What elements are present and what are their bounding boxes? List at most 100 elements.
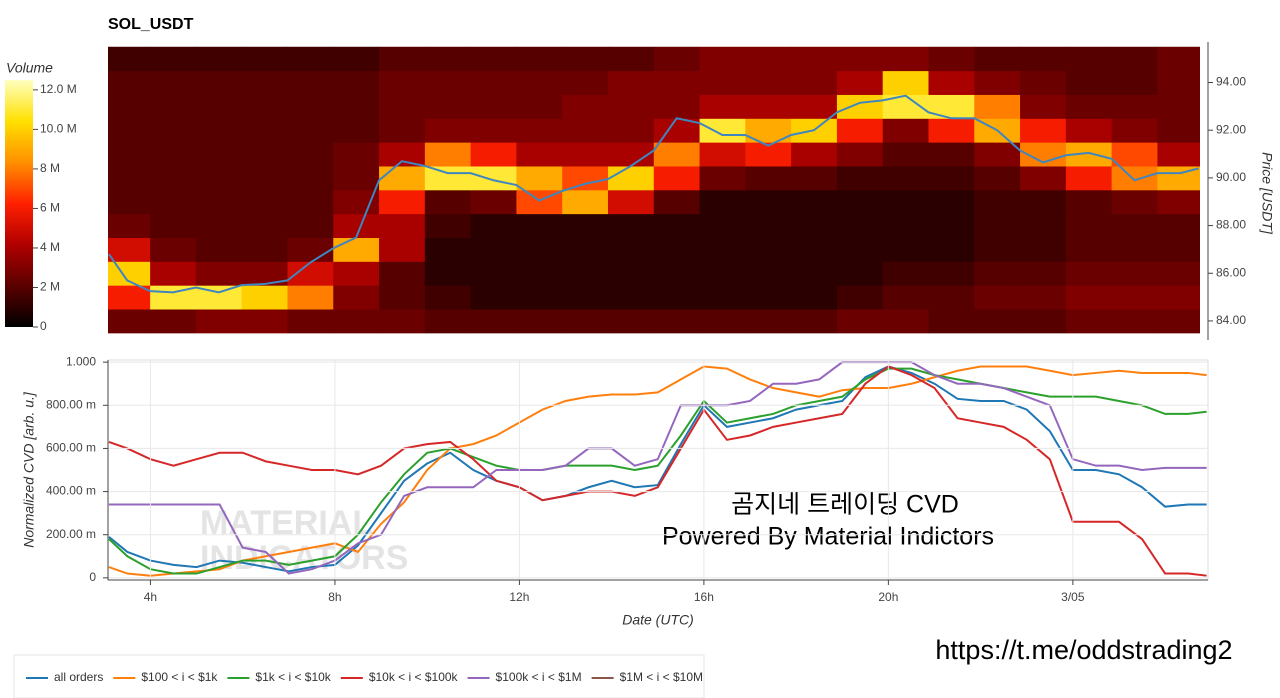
heat-cell: [836, 94, 884, 119]
heat-cell: [928, 285, 975, 310]
heat-cell: [108, 285, 151, 310]
heat-cell: [699, 261, 746, 286]
heat-cell: [745, 285, 792, 310]
heat-cell: [562, 118, 609, 143]
heat-cell: [470, 46, 517, 72]
series-line: [108, 365, 1207, 577]
heat-cell: [108, 213, 151, 238]
heat-cell: [791, 46, 838, 72]
series-line: [108, 367, 1207, 575]
chart-title: SOL_USDT: [108, 16, 194, 33]
heat-cell: [653, 189, 701, 215]
y2-tick-label: 84.00: [1216, 313, 1246, 327]
heat-cell: [1157, 285, 1200, 310]
heat-cell: [287, 46, 334, 72]
x-tick-label: 20h: [878, 590, 898, 604]
colorbar-tick-label: 0: [40, 319, 47, 333]
heat-cell: [150, 213, 197, 238]
heat-cell: [745, 213, 792, 238]
heat-cell: [379, 285, 426, 310]
heat-cell: [607, 189, 655, 215]
heat-cell: [333, 70, 380, 95]
heat-cell: [562, 142, 609, 167]
x-tick-label: 3/05: [1061, 590, 1085, 604]
heat-cell: [424, 142, 472, 167]
heat-cell: [928, 46, 975, 72]
heat-cell: [1111, 94, 1158, 119]
heat-cell: [195, 94, 243, 119]
heat-cell: [791, 261, 838, 286]
heat-cell: [287, 142, 334, 167]
heat-cell: [108, 237, 151, 262]
heat-cell: [791, 309, 838, 334]
heat-cell: [1065, 261, 1113, 286]
heat-cell: [379, 94, 426, 119]
x-tick-label: 12h: [509, 590, 529, 604]
legend-label: $100k < i < $1M: [496, 670, 582, 684]
x-tick-label: 8h: [328, 590, 341, 604]
footer-link[interactable]: https://t.me/oddstrading2: [935, 635, 1232, 665]
heat-cell: [195, 237, 243, 262]
lines: [108, 361, 1207, 577]
heat-cell: [836, 46, 884, 72]
heat-cell: [333, 46, 380, 72]
y2-tick-label: 90.00: [1216, 170, 1246, 184]
heat-cell: [699, 213, 746, 238]
series-line: [108, 361, 1207, 575]
heat-cell: [1157, 189, 1200, 215]
heat-cell: [108, 46, 151, 72]
heat-cell: [333, 285, 380, 310]
heat-cell: [836, 165, 884, 191]
heat-cell: [424, 118, 472, 143]
heat-cell: [745, 46, 792, 72]
heat-cell: [1065, 94, 1113, 119]
annotation: 곰지네 트레이딩 CVD: [731, 491, 959, 519]
heat-cell: [195, 118, 243, 143]
heat-cell: [745, 70, 792, 95]
heat-cell: [974, 189, 1021, 215]
heat-cell: [928, 189, 975, 215]
heat-cell: [424, 70, 472, 95]
heat-cell: [379, 118, 426, 143]
heat-cell: [379, 189, 426, 215]
heat-cell: [1111, 118, 1158, 143]
heat-cell: [1065, 70, 1113, 95]
heat-cell: [424, 309, 472, 334]
heat-cell: [108, 142, 151, 167]
heat-cell: [470, 285, 517, 310]
y2-axis-label: Price [USDT]: [1259, 152, 1275, 235]
heat-cell: [379, 309, 426, 334]
y-tick-label: 1.000: [66, 354, 96, 368]
heat-cell: [1157, 237, 1200, 262]
heat-cell: [882, 309, 929, 334]
series-line: [108, 365, 1207, 573]
heat-cell: [1065, 237, 1113, 262]
heat-cell: [562, 70, 609, 95]
heat-cell: [287, 285, 334, 310]
heat-cell: [1020, 213, 1067, 238]
heat-cell: [333, 94, 380, 119]
heat-cell: [241, 46, 288, 72]
heat-cell: [195, 309, 243, 334]
heat-cell: [607, 261, 655, 286]
colorbar-tick-label: 8 M: [40, 161, 60, 175]
heat-cell: [424, 189, 472, 215]
heat-cell: [333, 142, 380, 167]
heat-cell: [562, 309, 609, 334]
heat-cell: [1157, 309, 1200, 334]
heat-cell: [195, 189, 243, 215]
heat-cell: [1157, 70, 1200, 95]
heat-cell: [287, 309, 334, 334]
heat-cell: [1157, 118, 1200, 143]
heat-cell: [150, 309, 197, 334]
heat-cell: [379, 142, 426, 167]
x-axis-label: Date (UTC): [622, 612, 694, 628]
heat-cell: [1065, 165, 1113, 191]
heat-cell: [1020, 165, 1067, 191]
series-line: [108, 365, 1207, 577]
heat-cell: [241, 142, 288, 167]
heat-cell: [928, 309, 975, 334]
heat-cell: [1111, 165, 1158, 191]
heat-cell: [379, 213, 426, 238]
heat-cell: [882, 213, 929, 238]
